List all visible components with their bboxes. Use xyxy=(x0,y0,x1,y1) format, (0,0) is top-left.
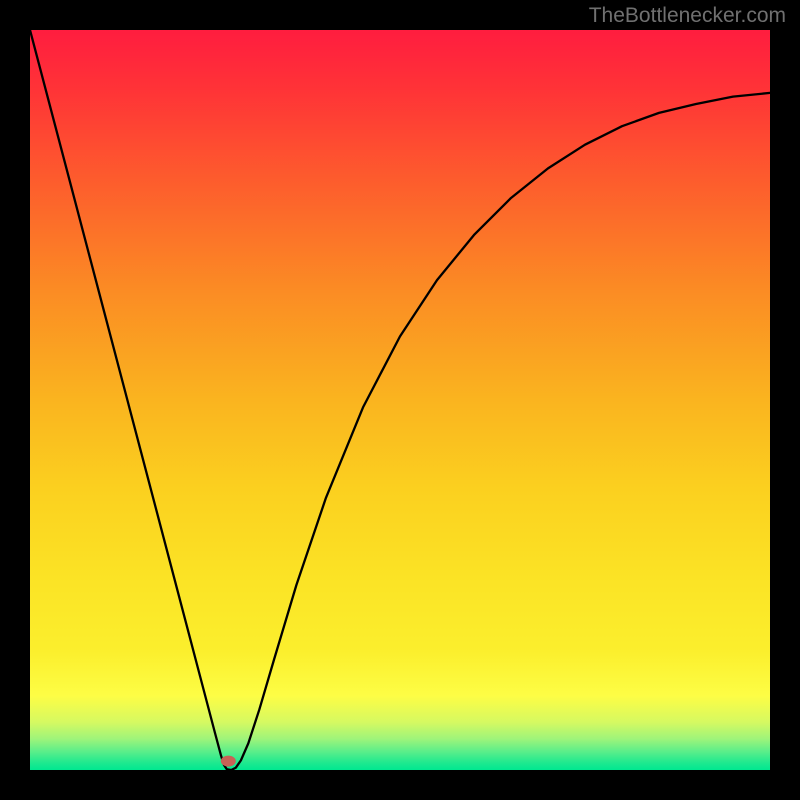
watermark-text: TheBottlenecker.com xyxy=(589,4,786,28)
bottleneck-chart xyxy=(0,0,800,800)
optimal-point-marker xyxy=(221,756,235,766)
chart-root: TheBottlenecker.com xyxy=(0,0,800,800)
plot-background xyxy=(30,30,770,770)
